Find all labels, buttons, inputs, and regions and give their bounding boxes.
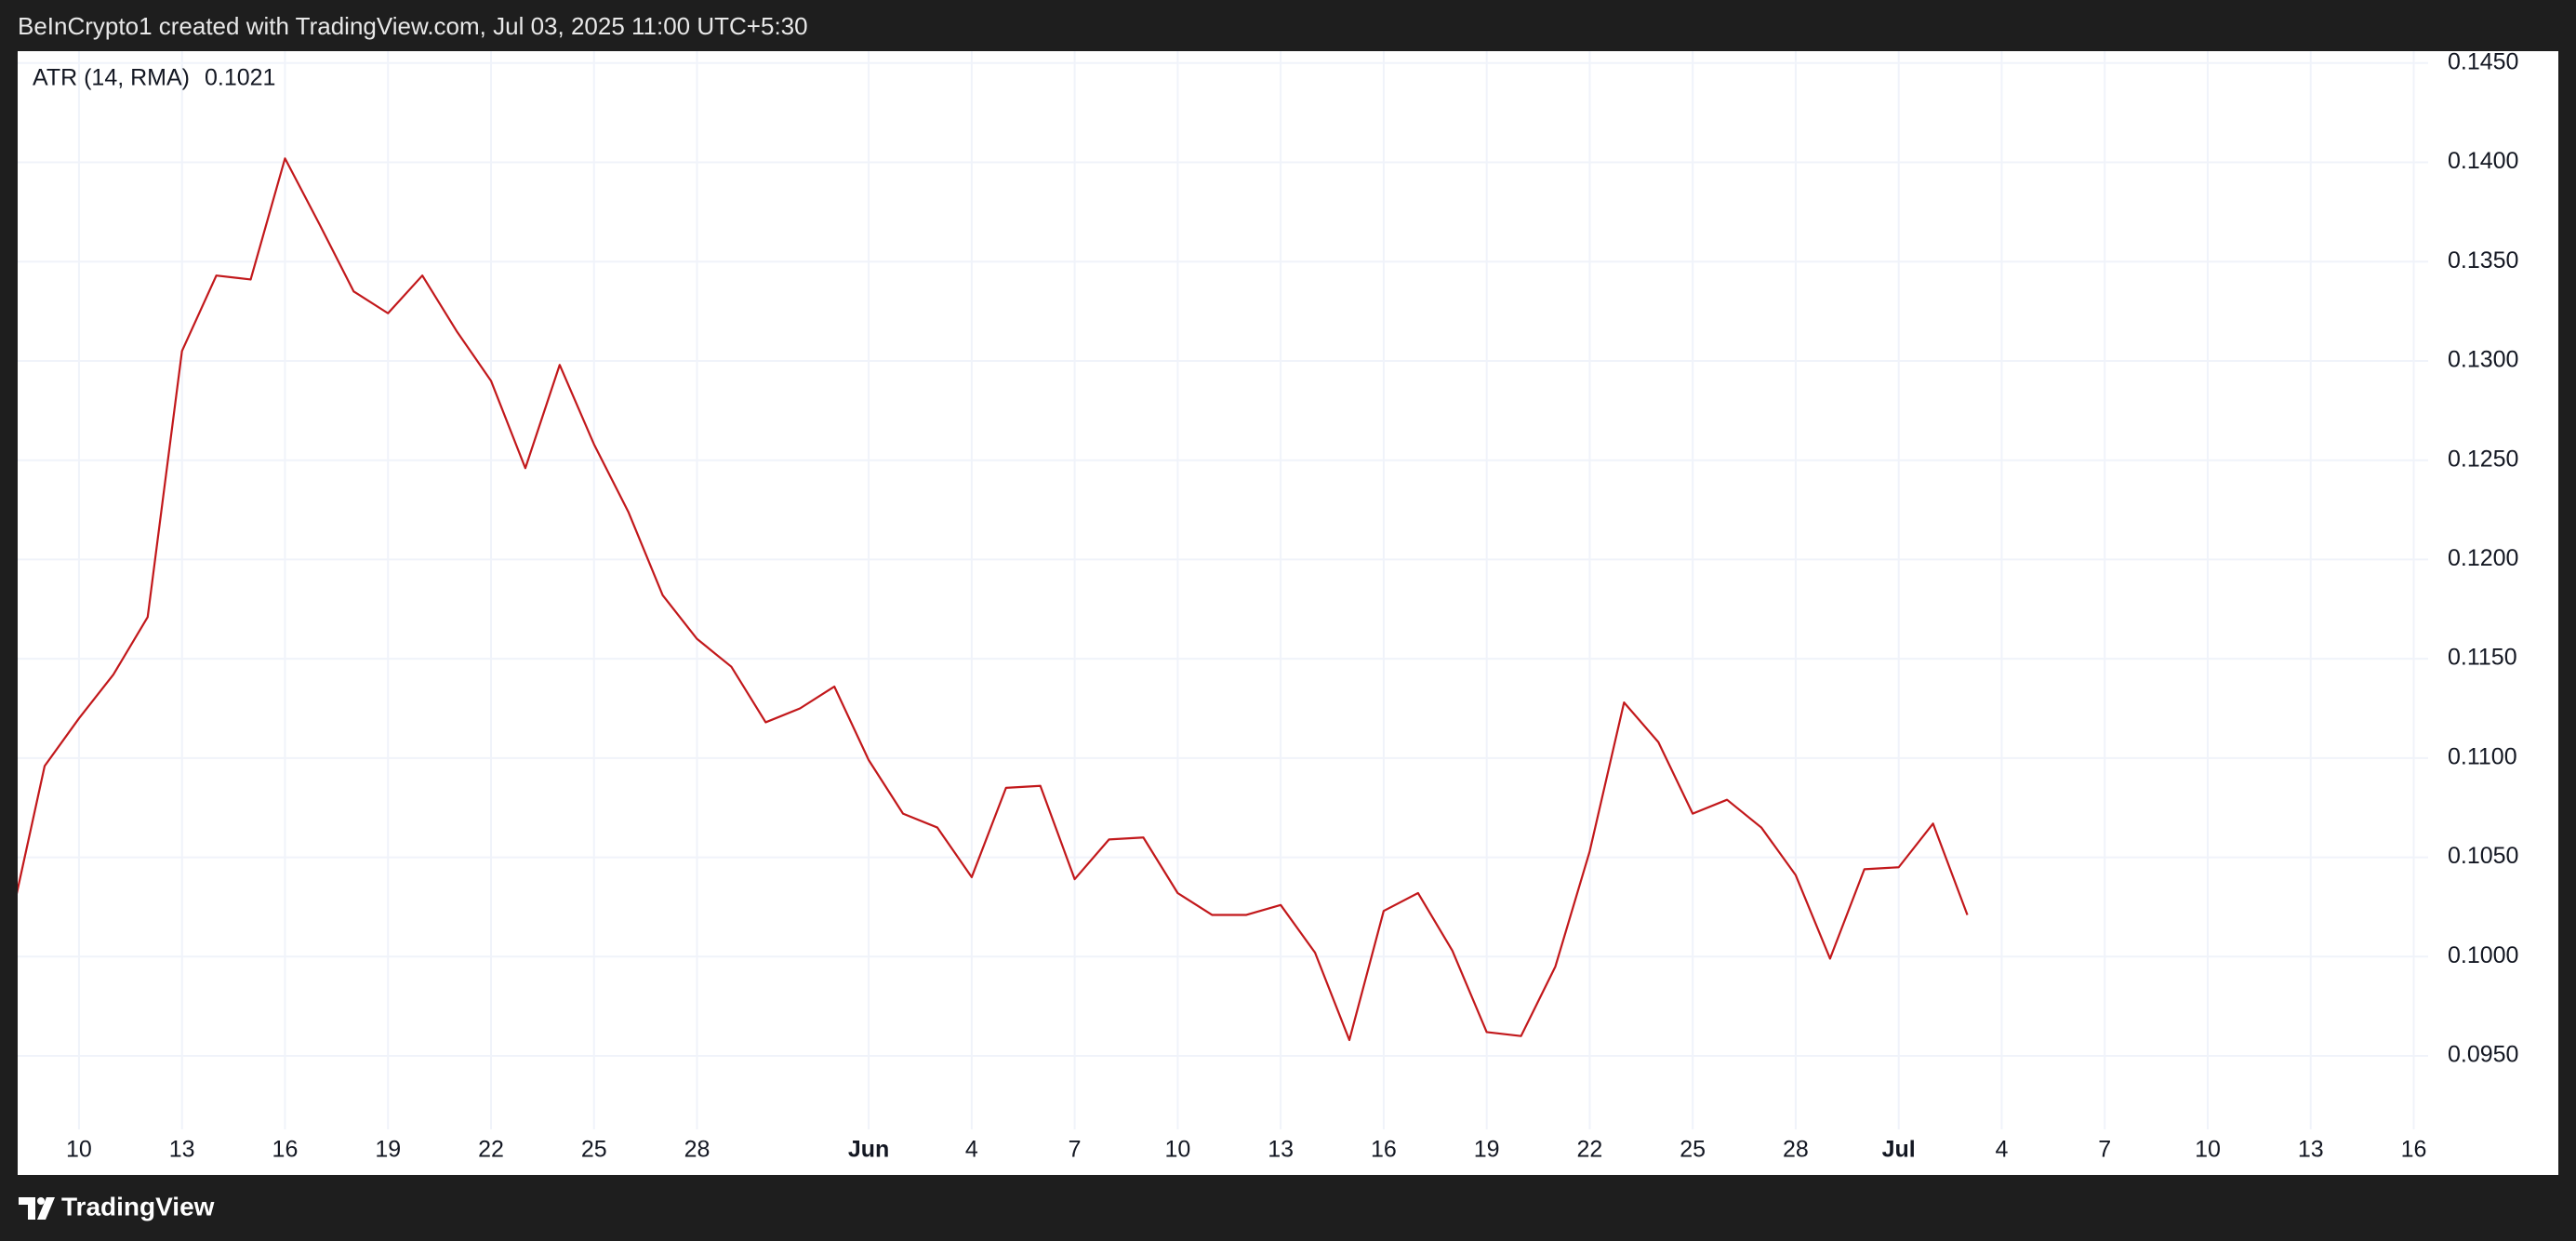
x-tick-label: 13 [2298, 1137, 2324, 1163]
x-tick-label: 10 [66, 1137, 92, 1163]
y-tick-label: 0.1050 [2448, 843, 2518, 869]
axes: 0.0950 0.1000 0.1050 0.1100 0.1150 0.1200 0.12… [66, 48, 2518, 1162]
brand-name: TradingView [61, 1192, 215, 1221]
x-tick-label: 16 [2401, 1137, 2427, 1163]
data-line [18, 157, 1969, 1042]
x-tick-label: 28 [684, 1137, 710, 1163]
y-tick-label: 0.1100 [2448, 743, 2517, 769]
x-tick-label: 19 [1474, 1137, 1500, 1163]
x-tick-label: 13 [169, 1137, 195, 1163]
x-tick-label: 16 [272, 1137, 299, 1163]
y-tick-label: 0.1300 [2448, 347, 2518, 373]
x-tick-label: 19 [375, 1137, 401, 1163]
x-tick-label: 28 [1783, 1137, 1809, 1163]
x-tick-label: 16 [1371, 1137, 1397, 1163]
x-tick-label: 4 [965, 1137, 978, 1163]
y-tick-label: 0.1350 [2448, 247, 2518, 274]
x-tick-label: 10 [2195, 1137, 2221, 1163]
chart-background [18, 51, 2558, 1175]
grid [18, 51, 2428, 1129]
x-tick-label: 13 [1268, 1137, 1294, 1163]
plot [18, 157, 1969, 1042]
legend-label: ATR (14, RMA) [33, 65, 190, 91]
legend-value: 0.1021 [205, 65, 275, 91]
y-tick-label: 0.1250 [2448, 446, 2518, 472]
x-tick-label: 7 [2098, 1137, 2111, 1163]
x-tick-label: 25 [1680, 1137, 1706, 1163]
x-tick-label: Jun [848, 1137, 889, 1163]
header-text: BeInCrypto1 created with TradingView.com… [18, 12, 808, 40]
x-tick-label: 7 [1069, 1137, 1082, 1163]
y-tick-label: 0.1000 [2448, 942, 2518, 968]
y-tick-label: 0.0950 [2448, 1042, 2518, 1068]
x-tick-label: 4 [1996, 1137, 2009, 1163]
y-tick-label: 0.1400 [2448, 148, 2518, 174]
x-tick-label: 22 [478, 1137, 504, 1163]
y-tick-label: 0.1200 [2448, 545, 2518, 571]
y-tick-label: 0.1150 [2448, 645, 2517, 671]
brand-logo [19, 1197, 55, 1220]
x-tick-label: 22 [1577, 1137, 1603, 1163]
x-tick-label: Jul [1882, 1137, 1916, 1163]
x-tick-label: 10 [1164, 1137, 1190, 1163]
y-tick-label: 0.1450 [2448, 48, 2518, 74]
x-tick-label: 25 [581, 1137, 607, 1163]
